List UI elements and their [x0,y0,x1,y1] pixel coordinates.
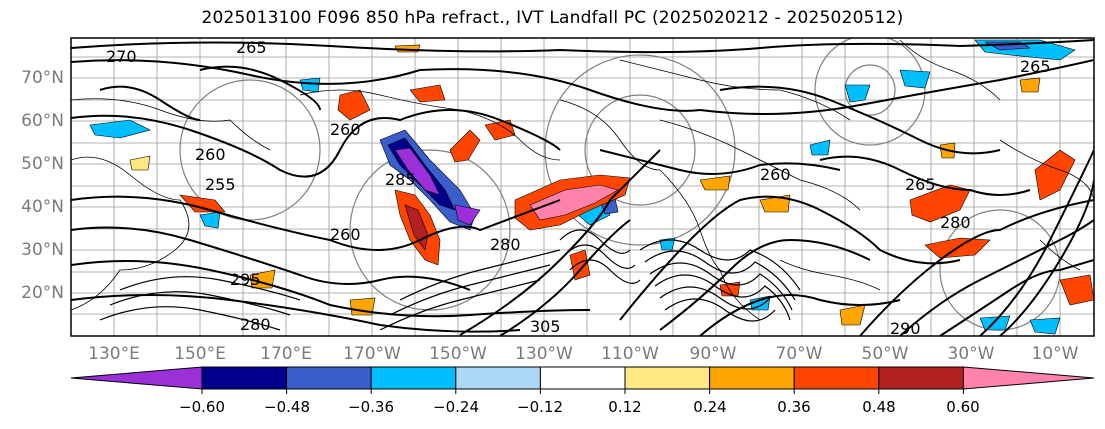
longitude-label: 130°W [515,344,573,364]
colorbar-segment [455,366,541,390]
contour-label: 260 [760,165,791,184]
contour-label: 270 [106,47,137,66]
colorbar-segment [286,366,372,390]
colorbar-tick-label: −0.36 [348,398,394,416]
longitude-label: 90°W [689,344,737,364]
colorbar-segment [201,366,288,390]
contour-label: 255 [205,175,236,194]
longitude-label: 10°W [1031,344,1079,364]
latitude-label: 60°N [21,111,64,131]
longitude-label: 170°E [260,344,312,364]
colorbar-tick-label: −0.48 [264,398,310,416]
latitude-label: 50°N [21,154,64,174]
colorbar-tick-label: −0.24 [433,398,479,416]
chart-title: 2025013100 F096 850 hPa refract., IVT La… [201,8,904,28]
longitude-label: 150°W [429,344,487,364]
longitude-label: 150°E [174,344,226,364]
colorbar-tick-label: −0.60 [179,398,225,416]
colorbar-segment [539,366,626,390]
contour-label: 265 [1020,57,1051,76]
colorbar-segment [709,366,795,390]
longitude-label: 170°W [343,344,401,364]
contour-cluster [99,229,801,331]
latitude-label: 40°N [21,197,64,217]
contour-label: 260 [195,145,226,164]
map-border [70,37,1095,337]
contour-label: 295 [230,270,261,289]
colorbar-tick-label: 0.12 [608,398,642,416]
longitude-label: 50°W [861,344,909,364]
contour-label-group: 265 270 260 255 260 260 285 280 295 280 … [106,38,1051,338]
lat-lon-grid [71,38,1094,336]
colorbar [70,366,1095,394]
colorbar-segment [878,366,964,390]
contour-label: 265 [236,38,267,57]
colorbar-segment [624,366,711,390]
contour-label: 280 [940,213,971,232]
latitude-label: 20°N [21,283,64,303]
contour-label: 280 [240,315,271,334]
colorbar-tick-label: 0.24 [693,398,727,416]
contour-label: 285 [385,170,416,189]
contour-label: 260 [330,225,361,244]
longitude-label: 70°W [775,344,823,364]
colorbar-tick-label: 0.60 [946,398,980,416]
contour-label: 290 [890,319,921,338]
contour-label: 305 [530,317,561,336]
latitude-label: 30°N [21,240,64,260]
positive-anomaly-shading [129,44,1094,326]
contour-label: 280 [490,235,521,254]
contour-label: 260 [330,120,361,139]
colorbar-max-arrow [962,366,1095,390]
colorbar-min-arrow [70,366,203,390]
refractivity-contours [71,39,1094,336]
colorbar-tick-label: 0.36 [777,398,811,416]
contour-label: 265 [905,175,936,194]
colorbar-segment [793,366,880,390]
colorbar-segment [370,366,457,390]
longitude-label: 110°W [601,344,659,364]
colorbar-tick-label: 0.48 [862,398,896,416]
longitude-label: 30°W [947,344,995,364]
colorbar-tick-label: −0.12 [517,398,563,416]
latitude-label: 70°N [21,68,64,88]
longitude-label: 130°E [88,344,140,364]
